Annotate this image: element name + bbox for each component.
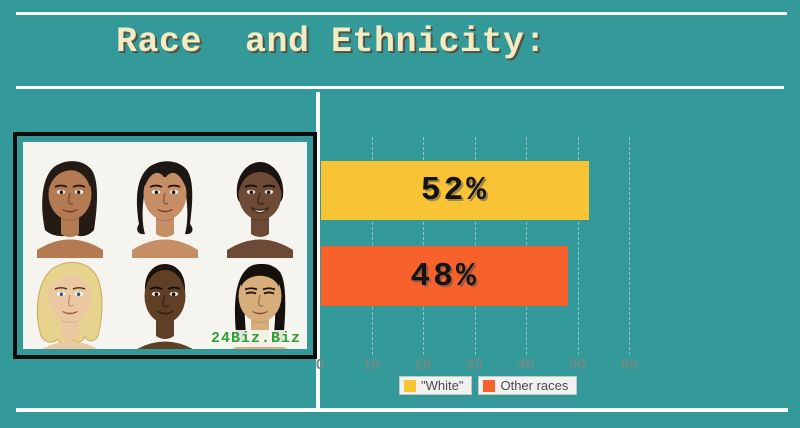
header-divider [16,86,784,89]
head [143,168,187,220]
nose [163,192,169,205]
hair-front [145,163,185,186]
legend-swatch [483,379,496,392]
x-axis-tick-0: 0 [315,356,325,373]
portrait-latina-woman [37,161,103,258]
page-title: Race and Ethnicity: [116,22,547,62]
head [48,168,92,220]
nose [162,294,170,308]
portrait-blonde-european-woman [36,262,103,360]
lips [156,310,174,315]
legend-swatch [404,379,416,392]
bar-value-label: 52% [420,172,490,209]
nose [68,294,74,307]
ethnicity-image: 24Biz.Biz [23,142,307,360]
shoulders [227,239,293,258]
six-faces-illustration [36,161,293,360]
shoulders [132,341,198,360]
hair-front [50,265,90,288]
shoulders [132,239,198,258]
lips [252,310,268,315]
x-axis-tick-20: 20 [414,356,432,373]
x-axis-tick-10: 10 [363,356,380,373]
smile-teeth [250,206,270,214]
portrait-african-woman-smiling [227,162,293,258]
eyes [149,184,181,195]
x-axis-tick-50: 50 [569,356,586,373]
gridline-60 [629,137,630,355]
gridline-50 [577,137,579,355]
eyes [149,286,181,297]
chart-legend: "White" Other races [399,376,578,395]
x-axis-tick-40: 40 [517,356,535,373]
bottom-divider [16,408,788,412]
bar-other-races: 48% [321,246,569,306]
nose [257,192,265,205]
hair-front [238,164,282,191]
top-divider [16,12,787,15]
bar-value-label: 48% [410,257,479,295]
ethnicity-image-panel: 24Biz.Biz [13,132,317,360]
chart-y-axis-line [316,92,320,408]
shoulders [37,239,103,258]
legend-item-white[interactable]: "White" [399,376,473,395]
portrait-native-american-woman [132,161,198,258]
nose [68,192,74,205]
bar-white: 52% [321,161,589,220]
eyes [54,286,86,297]
hair-front [48,162,91,188]
portrait-african-woman-buzz-cut [132,264,198,360]
watermark-text: 24Biz.Biz [208,330,303,347]
x-axis-tick-30: 30 [466,356,483,373]
eyes [244,287,276,295]
nose [258,294,264,307]
eyes [244,184,276,195]
legend-item-other-races[interactable]: Other races [478,376,578,395]
lips [62,310,78,315]
lips [62,208,78,213]
x-axis-tick-60: 60 [620,356,638,373]
hair-front [144,264,186,291]
head [238,270,282,322]
hair-front [241,264,279,287]
head [48,270,92,322]
legend-label: Other races [500,378,569,393]
shoulders [37,341,103,360]
legend-label: "White" [421,378,464,393]
lips [157,208,173,213]
eyes [54,184,86,195]
